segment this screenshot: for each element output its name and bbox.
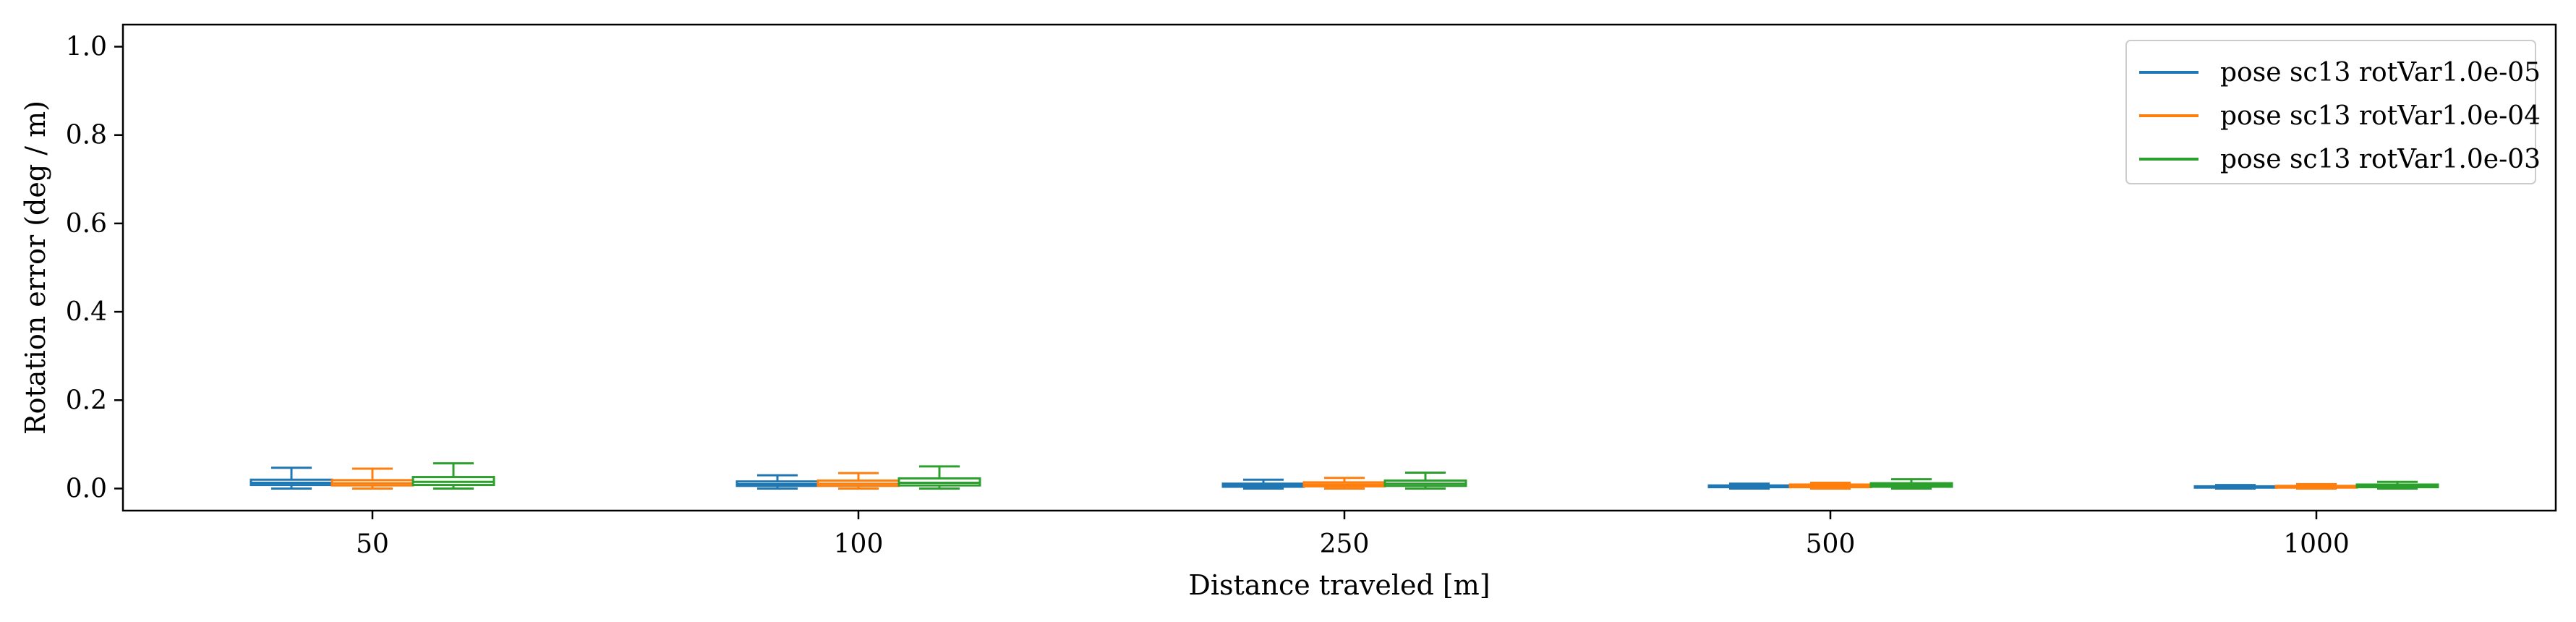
x-axis: 50 100 250 500 1000 [356,511,2350,559]
legend: pose sc13 rotVar1.0e-05 pose sc13 rotVar1… [2125,40,2541,184]
y-tick-label: 0.4 [66,297,107,327]
x-tick-label: 250 [1320,529,1370,559]
x-tick-label: 500 [1806,529,1856,559]
box-plot [250,466,333,490]
box-plot [2193,484,2277,490]
legend-label: pose sc13 rotVar1.0e-03 [2220,145,2541,174]
x-axis-label: Distance traveled [m] [1188,569,1490,601]
y-axis: 0.0 0.2 0.4 0.6 0.8 1.0 [66,33,123,503]
box-plot [1788,482,1872,490]
y-tick-label: 0.0 [66,474,107,503]
box-plot [330,467,414,490]
y-axis-label: Rotation error (deg / m) [20,101,51,435]
box-plot [411,462,495,490]
box-marks [250,462,2439,490]
box-plot [816,472,900,490]
box-plot [1707,482,1791,490]
x-tick-label: 100 [834,529,884,559]
y-tick-label: 0.2 [66,385,107,415]
x-tick-label: 1000 [2283,529,2350,559]
box-plot [1869,478,1953,490]
legend-label: pose sc13 rotVar1.0e-04 [2220,101,2541,131]
box-plot [1383,471,1467,490]
y-tick-label: 0.8 [66,121,107,150]
plot-frame [121,23,2557,512]
legend-frame [2125,40,2536,184]
legend-label: pose sc13 rotVar1.0e-05 [2220,58,2541,88]
box-plot [897,465,981,490]
box-plot [2355,480,2439,490]
y-tick-label: 0.6 [66,209,107,239]
x-tick-label: 50 [356,529,389,559]
y-tick-label: 1.0 [66,33,107,62]
